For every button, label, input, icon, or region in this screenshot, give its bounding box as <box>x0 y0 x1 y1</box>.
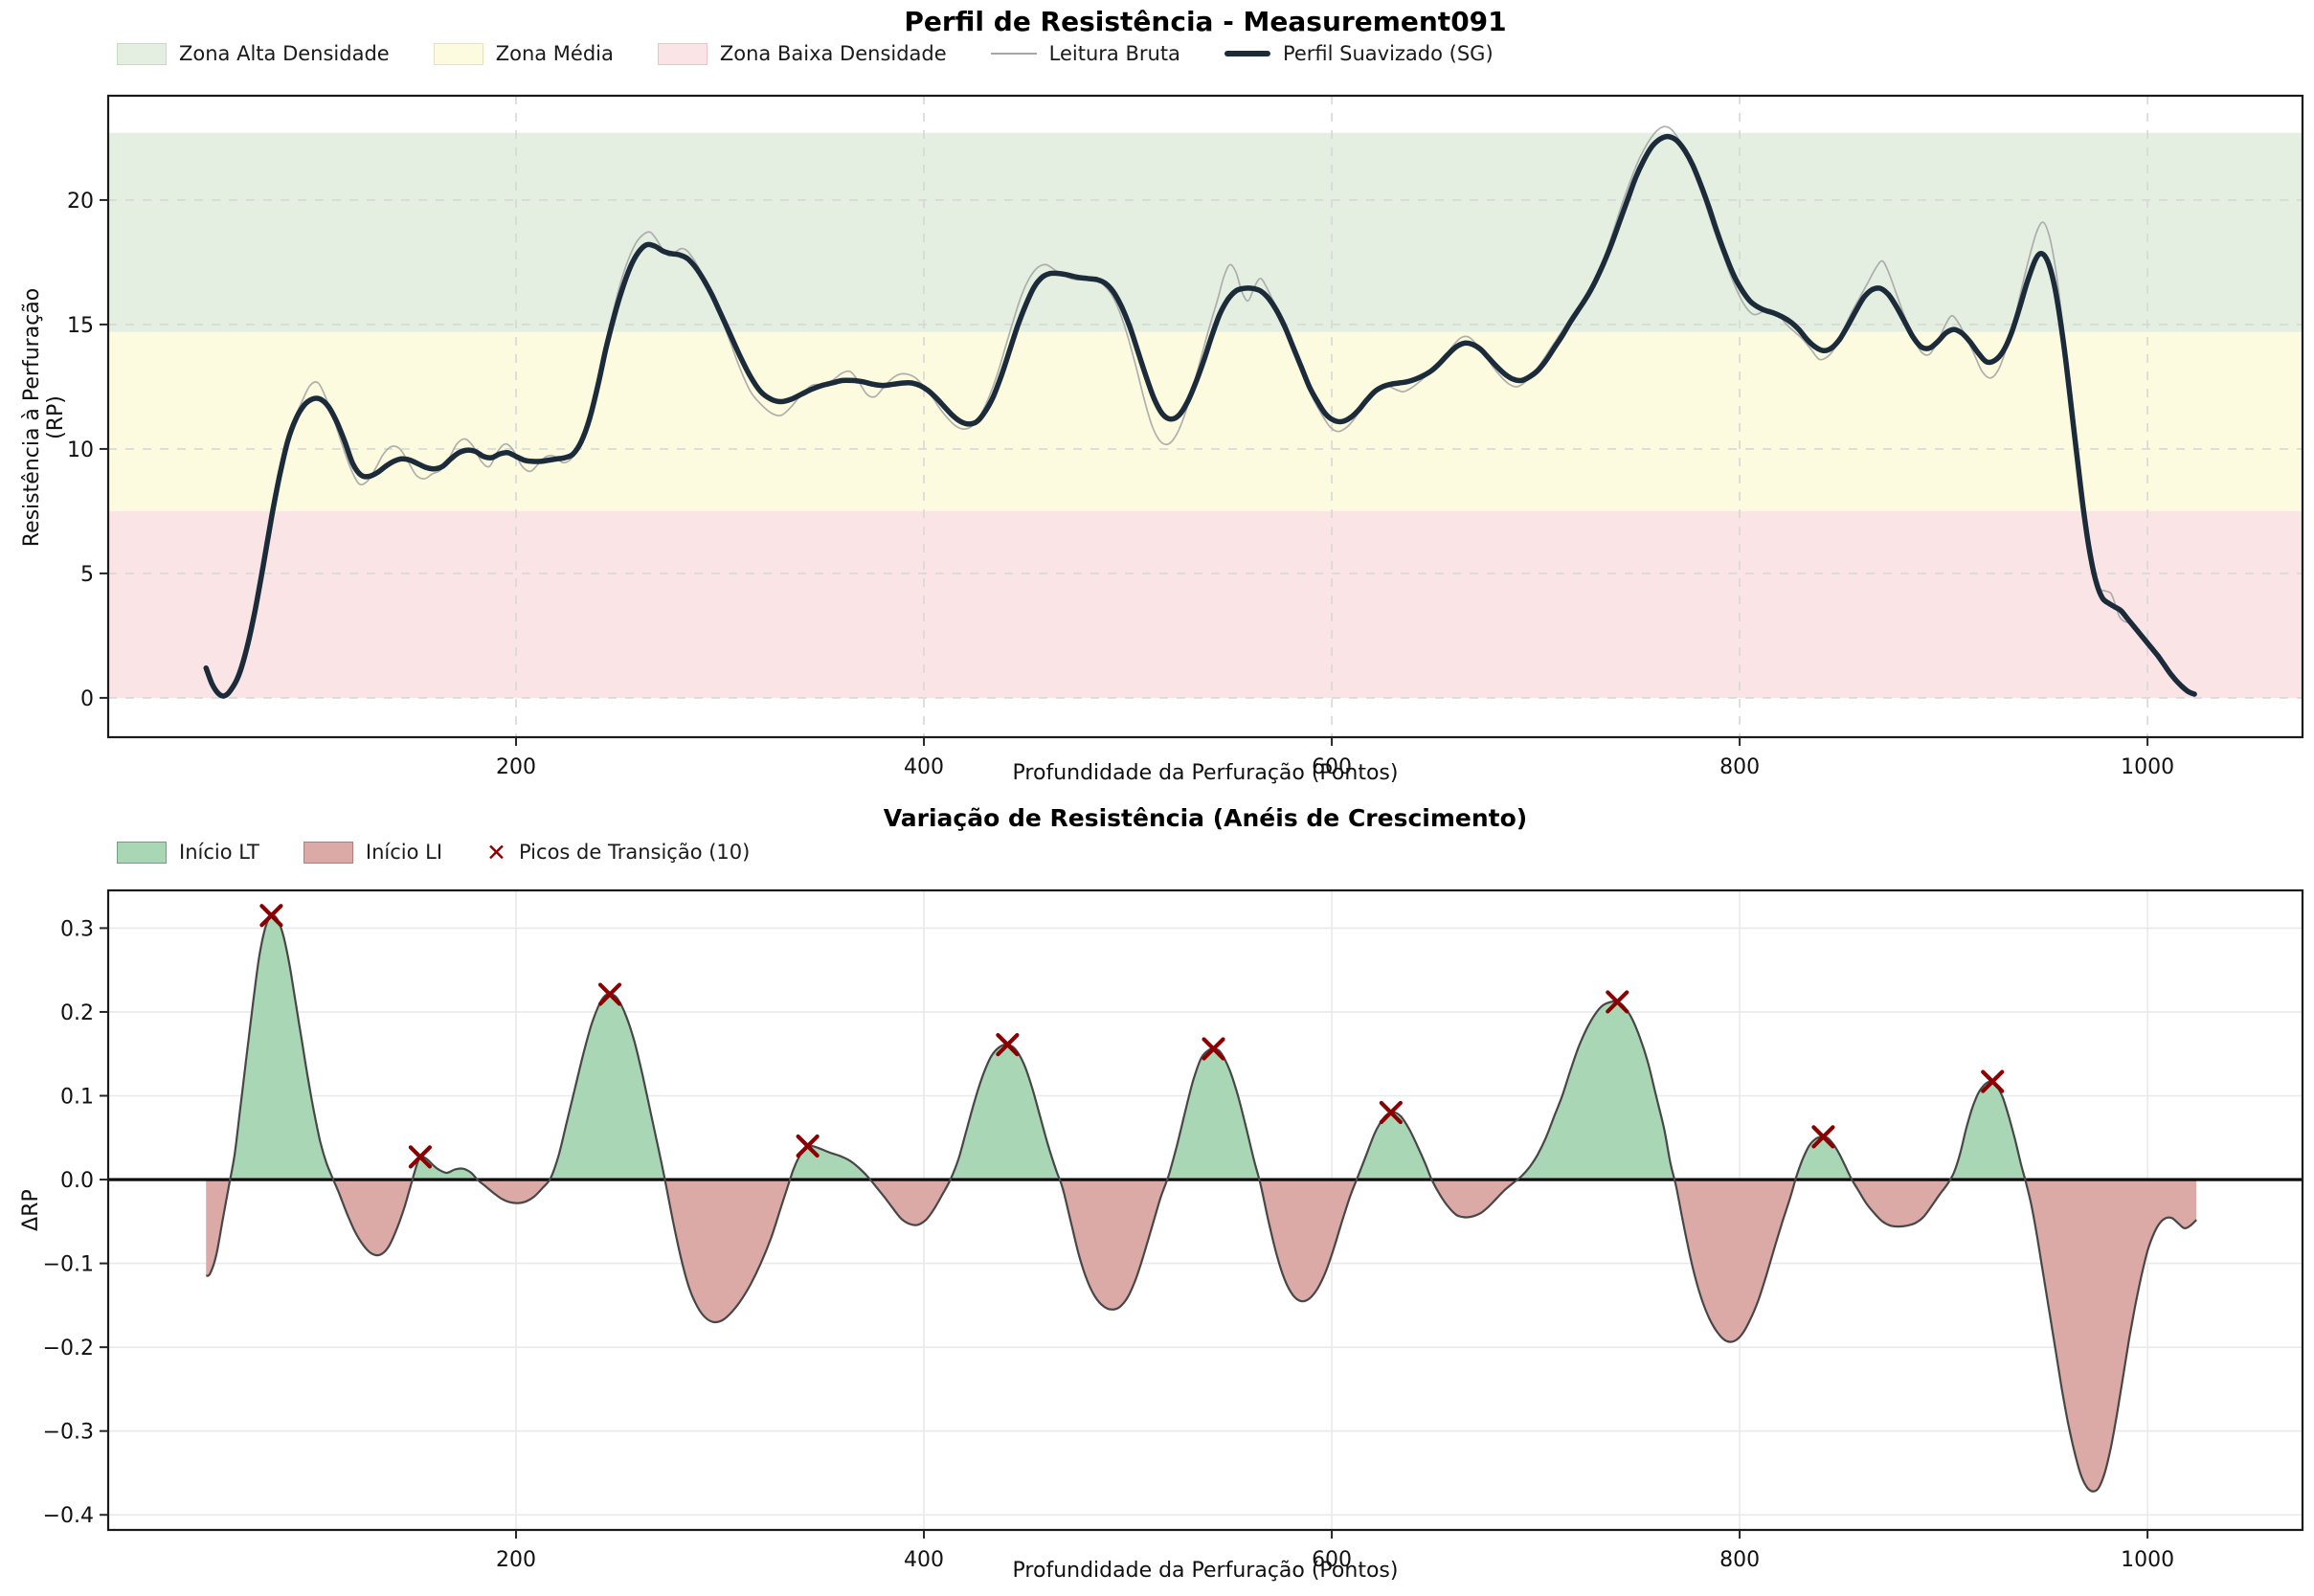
zone-low-swatch-icon <box>657 42 708 65</box>
x-tick-label-1000: 1000 <box>2121 755 2174 779</box>
legend-item-picos-transicao: ✕ Picos de Transição (10) <box>486 838 751 866</box>
x-tick-label-1000: 1000 <box>2121 1548 2174 1572</box>
y-tick-label-−0.3: −0.3 <box>43 1421 94 1445</box>
smoothed-profile-line <box>203 133 2197 699</box>
x-tick-label-200: 200 <box>496 1548 536 1572</box>
zone-mid-swatch-icon <box>433 42 483 65</box>
plot-border-bottom <box>106 888 2304 1532</box>
transition-peak-marker-0 <box>259 904 283 928</box>
zone-high-swatch-icon <box>117 42 167 65</box>
legend-item-inicio-li: Início LI <box>303 841 442 864</box>
delta-area-positive <box>206 914 2197 1180</box>
lt-fill-swatch-icon <box>117 841 167 864</box>
x-tick-label-400: 400 <box>904 1548 944 1572</box>
bottom-chart-legend: Início LT Início LI ✕ Picos de Transição… <box>117 838 751 866</box>
bottom-x-axis-label: Profundidade da Perfuração (Pontos) <box>1012 1559 1399 1583</box>
delta-area-negative <box>206 1180 2197 1492</box>
legend-item-leitura-bruta: Leitura Bruta <box>990 42 1180 65</box>
y-tick-label-20: 20 <box>67 190 94 214</box>
legend-item-zona-alta: Zona Alta Densidade <box>117 42 390 65</box>
legend-item-zona-media: Zona Média <box>433 42 614 65</box>
transition-peak-marker-5 <box>1202 1037 1225 1061</box>
transition-peak-marker-2 <box>597 982 622 1006</box>
bottom-y-axis-label: ΔRP <box>19 1189 43 1231</box>
delta-curve-line <box>205 913 2197 1493</box>
y-tick-label-−0.1: −0.1 <box>43 1253 94 1277</box>
transition-peak-marker-4 <box>996 1032 1020 1057</box>
bottom-chart-title: Variação de Resistência (Anéis de Cresci… <box>883 804 1528 832</box>
y-tick-label-15: 15 <box>67 314 94 338</box>
transition-peak-marker-9 <box>1981 1069 2005 1093</box>
x-tick-label-600: 600 <box>1312 1548 1352 1572</box>
x-tick-label-800: 800 <box>1719 1548 1760 1572</box>
zone-band-0 <box>108 132 2303 332</box>
x-marker-icon: ✕ <box>486 838 506 866</box>
x-tick-label-400: 400 <box>904 755 944 779</box>
legend-item-perfil-suavizado: Perfil Suavizado (SG) <box>1224 42 1494 65</box>
top-chart-title: Perfil de Resistência - Measurement091 <box>904 6 1507 37</box>
y-tick-label-10: 10 <box>67 438 94 462</box>
top-y-axis-label: Resistência à Perfuração (RP) <box>20 287 68 548</box>
legend-item-inicio-lt: Início LT <box>117 841 259 864</box>
transition-peak-marker-1 <box>408 1145 433 1169</box>
transition-peak-marker-8 <box>1811 1125 1835 1149</box>
y-tick-label-0.0: 0.0 <box>60 1169 94 1193</box>
y-tick-label-0: 0 <box>80 687 94 711</box>
top-chart-legend: Zona Alta Densidade Zona Média Zona Baix… <box>117 42 1494 65</box>
y-tick-label-−0.2: −0.2 <box>43 1337 94 1360</box>
y-tick-label-5: 5 <box>80 563 94 587</box>
transition-peak-marker-3 <box>796 1134 820 1158</box>
smooth-line-swatch-icon <box>1224 51 1270 56</box>
raw-reading-line <box>205 125 2195 698</box>
plot-border-top <box>106 94 2304 739</box>
y-tick-label-0.3: 0.3 <box>60 917 94 941</box>
transition-peak-marker-6 <box>1379 1100 1403 1125</box>
transition-peak-marker-7 <box>1606 990 1629 1014</box>
x-tick-label-200: 200 <box>496 755 536 779</box>
y-tick-label-0.2: 0.2 <box>60 1001 94 1025</box>
zone-band-2 <box>108 510 2303 698</box>
li-fill-swatch-icon <box>303 841 353 864</box>
top-x-axis-label: Profundidade da Perfuração (Pontos) <box>1012 761 1399 785</box>
legend-item-zona-baixa: Zona Baixa Densidade <box>657 42 947 65</box>
x-tick-label-600: 600 <box>1312 755 1352 779</box>
raw-line-swatch-icon <box>990 53 1037 55</box>
y-tick-label-0.1: 0.1 <box>60 1085 94 1109</box>
y-tick-label-−0.4: −0.4 <box>43 1504 94 1528</box>
x-tick-label-800: 800 <box>1719 755 1760 779</box>
